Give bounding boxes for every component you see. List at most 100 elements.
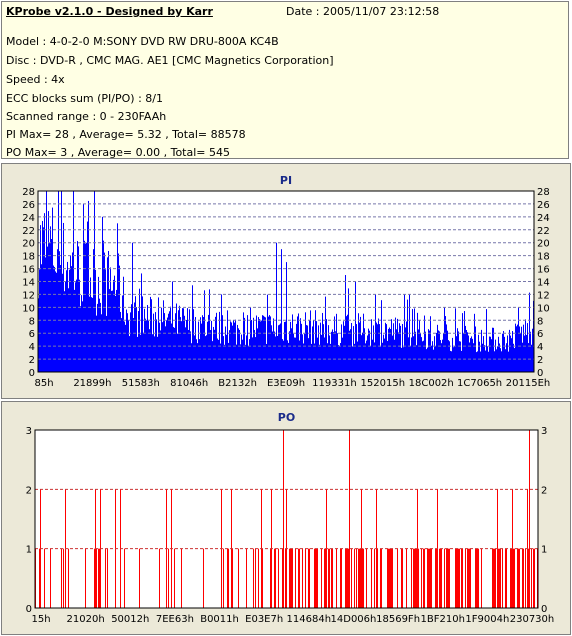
pi-bar: [170, 306, 171, 372]
po-bar: [292, 548, 293, 608]
po-bar: [481, 548, 482, 608]
pi-bar: [174, 327, 175, 372]
pi-bar: [265, 317, 266, 372]
po-bar: [174, 548, 175, 608]
po-bar: [492, 548, 493, 608]
pi-bar: [365, 343, 366, 372]
pi-bar: [450, 350, 451, 372]
pi-bar: [483, 336, 484, 372]
pi-bar: [495, 339, 496, 372]
pi-bar: [109, 289, 110, 372]
pi-bar: [127, 313, 128, 372]
pi-bar: [191, 343, 192, 372]
pi-bar: [314, 343, 315, 372]
pi-bar: [155, 312, 156, 372]
pi-bar: [295, 337, 296, 372]
po-bar: [476, 548, 477, 608]
pi-bar: [452, 337, 453, 372]
po-bar: [68, 548, 69, 608]
po-bar: [315, 548, 316, 608]
po-bar: [506, 548, 507, 608]
pi-bar: [107, 257, 108, 372]
po-bar: [99, 548, 100, 608]
pi-bar: [247, 315, 248, 372]
po-bar: [534, 548, 535, 608]
y-tick-label-left: 3: [26, 426, 32, 437]
pi-bar: [215, 316, 216, 372]
po-bar: [356, 548, 357, 608]
pi-bar: [465, 325, 466, 372]
pi-bar: [512, 331, 513, 372]
pi-bar: [166, 320, 167, 372]
pi-bar: [321, 334, 322, 372]
pi-bar: [98, 276, 99, 372]
pi-bar: [304, 333, 305, 372]
pi-bar: [436, 332, 437, 372]
pi-bar: [416, 345, 417, 372]
pi-bar: [243, 312, 244, 372]
po-bar: [285, 548, 286, 608]
y-tick-label-left: 12: [22, 290, 35, 301]
pi-bar: [283, 340, 284, 372]
pi-bar: [210, 329, 211, 372]
pi-bar: [168, 313, 169, 372]
pi-bar: [472, 338, 473, 372]
po-bar: [298, 548, 299, 608]
pi-bar: [473, 343, 474, 372]
po-bar: [390, 548, 391, 608]
pi-bar: [491, 339, 492, 372]
pi-bar: [135, 296, 136, 372]
pi-bar: [462, 313, 463, 372]
y-tick-label-right: 0: [537, 368, 543, 379]
po-bar: [402, 548, 403, 608]
y-tick-label-right: 28: [537, 187, 550, 198]
pi-bar: [181, 321, 182, 372]
po-bar: [374, 548, 375, 608]
pi-bar: [125, 324, 126, 372]
pi-bar: [67, 261, 68, 372]
po-bar: [406, 548, 407, 608]
pi-bar: [341, 324, 342, 372]
po-bar: [274, 548, 275, 608]
x-tick-label: 114684h: [287, 614, 332, 625]
x-tick-label: 14D006h: [331, 614, 377, 625]
pi-bar: [87, 221, 88, 372]
pi-bar: [150, 296, 151, 372]
po-bar: [316, 548, 317, 608]
pi-bar: [399, 323, 400, 372]
pi-bar: [291, 328, 292, 372]
po-bar: [289, 548, 290, 608]
pi-bar: [56, 272, 57, 372]
po-bar: [270, 548, 271, 608]
pi-bar: [176, 303, 177, 372]
pi-bar: [362, 332, 363, 372]
po-bar: [309, 548, 310, 608]
pi-bar: [201, 323, 202, 372]
pi-bar: [92, 297, 93, 372]
pi-bar: [46, 191, 47, 372]
pi-bar: [432, 341, 433, 372]
pi-bar: [99, 298, 100, 372]
pi-bar: [479, 341, 480, 372]
pi-bar: [175, 313, 176, 372]
pi-bar: [88, 200, 89, 372]
x-tick-label: 15h: [31, 614, 50, 625]
y-tick-label-left: 4: [29, 342, 35, 353]
pi-bar: [225, 326, 226, 372]
pi-bar: [151, 299, 152, 372]
pi-bar: [293, 333, 294, 372]
pi-bar: [260, 321, 261, 372]
pi-bar: [317, 337, 318, 372]
po-bar: [447, 548, 448, 608]
pi-bar: [271, 325, 272, 372]
po-bar: [391, 548, 392, 608]
y-tick-label-right: 14: [537, 278, 550, 289]
pi-bar: [178, 310, 179, 372]
po-bar: [528, 548, 529, 608]
pi-bar: [440, 340, 441, 372]
pi-bar: [385, 322, 386, 372]
po-bar: [499, 548, 500, 608]
pi-bar: [427, 347, 428, 372]
y-tick-label-right: 20: [537, 239, 550, 250]
pi-bar: [186, 319, 187, 372]
